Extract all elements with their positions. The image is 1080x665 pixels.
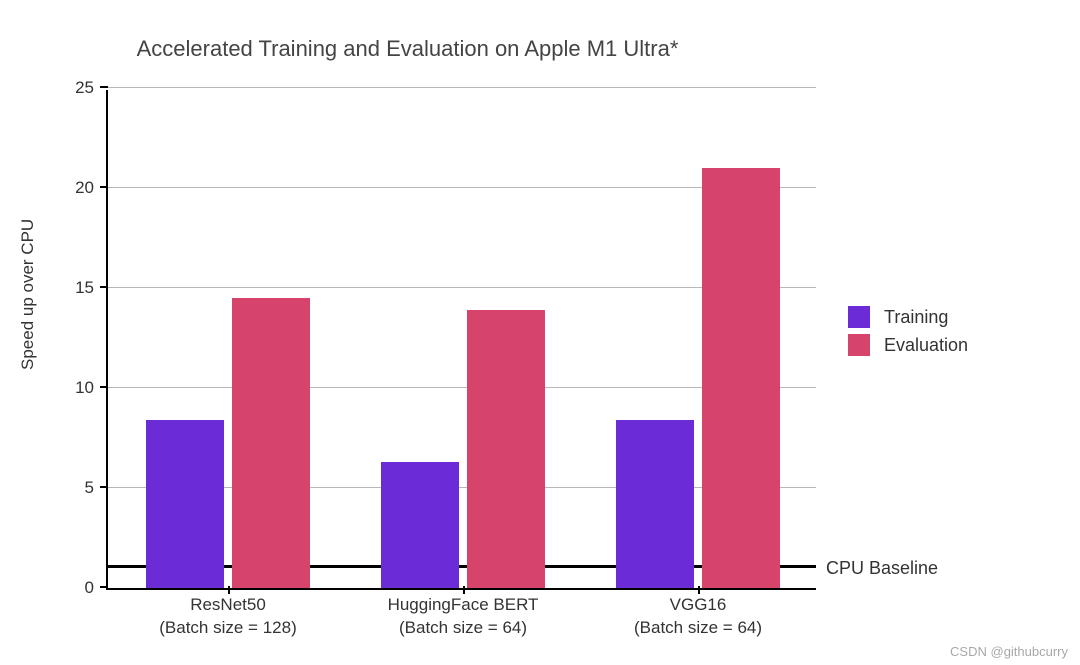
y-axis-label: Speed up over CPU	[18, 219, 38, 370]
watermark: CSDN @githubcurry	[950, 644, 1068, 659]
y-tick-mark	[100, 586, 108, 588]
x-tick-mark	[463, 586, 465, 594]
y-tick-label: 15	[75, 278, 94, 298]
x-tick-mark	[228, 586, 230, 594]
y-tick-label: 5	[85, 478, 94, 498]
y-tick-mark	[100, 186, 108, 188]
legend-item-evaluation: Evaluation	[848, 334, 968, 356]
legend: Training Evaluation	[848, 300, 968, 362]
y-tick-label: 0	[85, 578, 94, 598]
x-tick-mark	[698, 586, 700, 594]
bar-training	[146, 420, 224, 588]
y-tick-mark	[100, 86, 108, 88]
legend-label: Evaluation	[884, 335, 968, 356]
plot-area: 0510152025ResNet50(Batch size = 128)Hugg…	[106, 90, 816, 590]
chart-title: Accelerated Training and Evaluation on A…	[0, 36, 815, 62]
x-tick-label: ResNet50(Batch size = 128)	[118, 588, 338, 640]
chart-stage: Accelerated Training and Evaluation on A…	[0, 0, 1080, 665]
baseline-label: CPU Baseline	[826, 558, 938, 579]
y-tick-label: 20	[75, 178, 94, 198]
bar-evaluation	[232, 298, 310, 588]
bar-training	[616, 420, 694, 588]
y-tick-label: 25	[75, 78, 94, 98]
y-tick-mark	[100, 286, 108, 288]
gridline	[108, 87, 816, 88]
y-tick-mark	[100, 486, 108, 488]
legend-label: Training	[884, 307, 948, 328]
bar-evaluation	[702, 168, 780, 588]
y-tick-mark	[100, 386, 108, 388]
legend-swatch	[848, 334, 870, 356]
x-tick-label: HuggingFace BERT(Batch size = 64)	[353, 588, 573, 640]
x-tick-label: VGG16(Batch size = 64)	[588, 588, 808, 640]
bar-evaluation	[467, 310, 545, 588]
legend-item-training: Training	[848, 306, 968, 328]
bar-training	[381, 462, 459, 588]
y-tick-label: 10	[75, 378, 94, 398]
legend-swatch	[848, 306, 870, 328]
